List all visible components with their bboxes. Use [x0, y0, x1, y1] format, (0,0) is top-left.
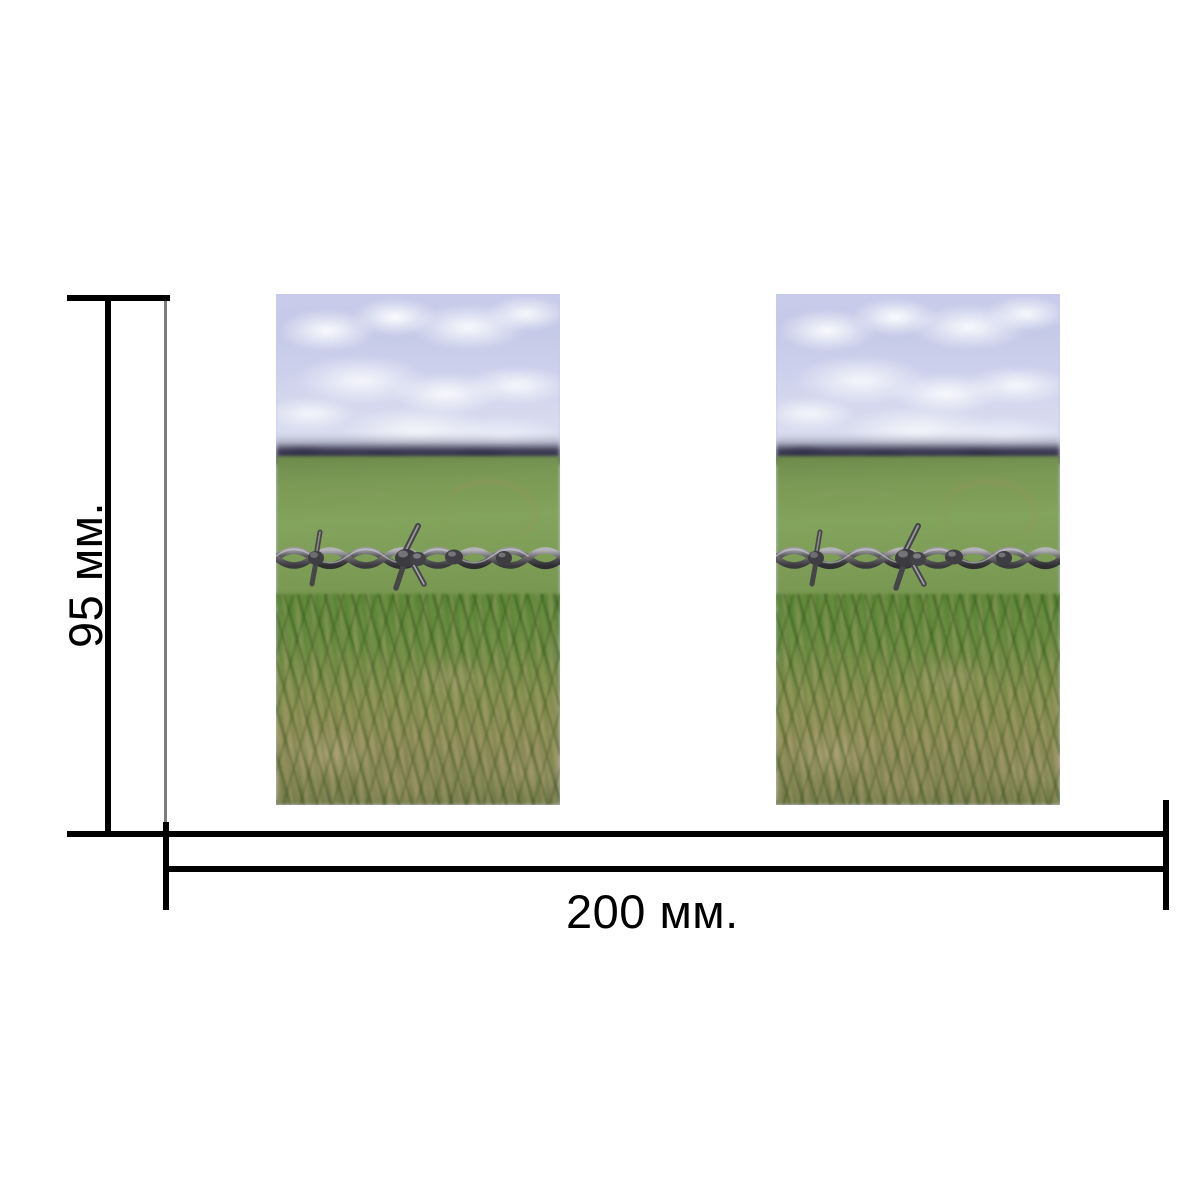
barbed-wire-photo-right[interactable] — [776, 294, 1060, 805]
photo-sky — [276, 294, 560, 460]
photo-foreground-grass — [276, 594, 560, 805]
height-dimension-baseline — [67, 831, 1169, 837]
photo-foreground-grass — [776, 594, 1060, 805]
barbed-wire-photo-left[interactable] — [276, 294, 560, 805]
height-dimension-top-tick — [67, 295, 170, 301]
photo-grass-blades — [776, 594, 1060, 805]
width-dimension-right-tick — [1163, 800, 1169, 910]
barbed-wire-strand — [776, 522, 1060, 594]
photo-field-path-secondary — [793, 490, 914, 535]
photo-field-path — [440, 480, 537, 546]
photo-grass-blades — [276, 594, 560, 805]
barbed-wire-strand — [276, 522, 560, 594]
height-dimension-label: 95 мм. — [59, 501, 112, 648]
width-dimension-line — [165, 866, 1169, 872]
height-dimension-line — [105, 295, 111, 837]
left-extension-line — [164, 295, 167, 835]
photo-field-path-secondary — [293, 490, 414, 535]
width-dimension-label: 200 мм. — [566, 885, 739, 938]
photo-sky — [776, 294, 1060, 460]
photo-field-path — [940, 480, 1037, 546]
